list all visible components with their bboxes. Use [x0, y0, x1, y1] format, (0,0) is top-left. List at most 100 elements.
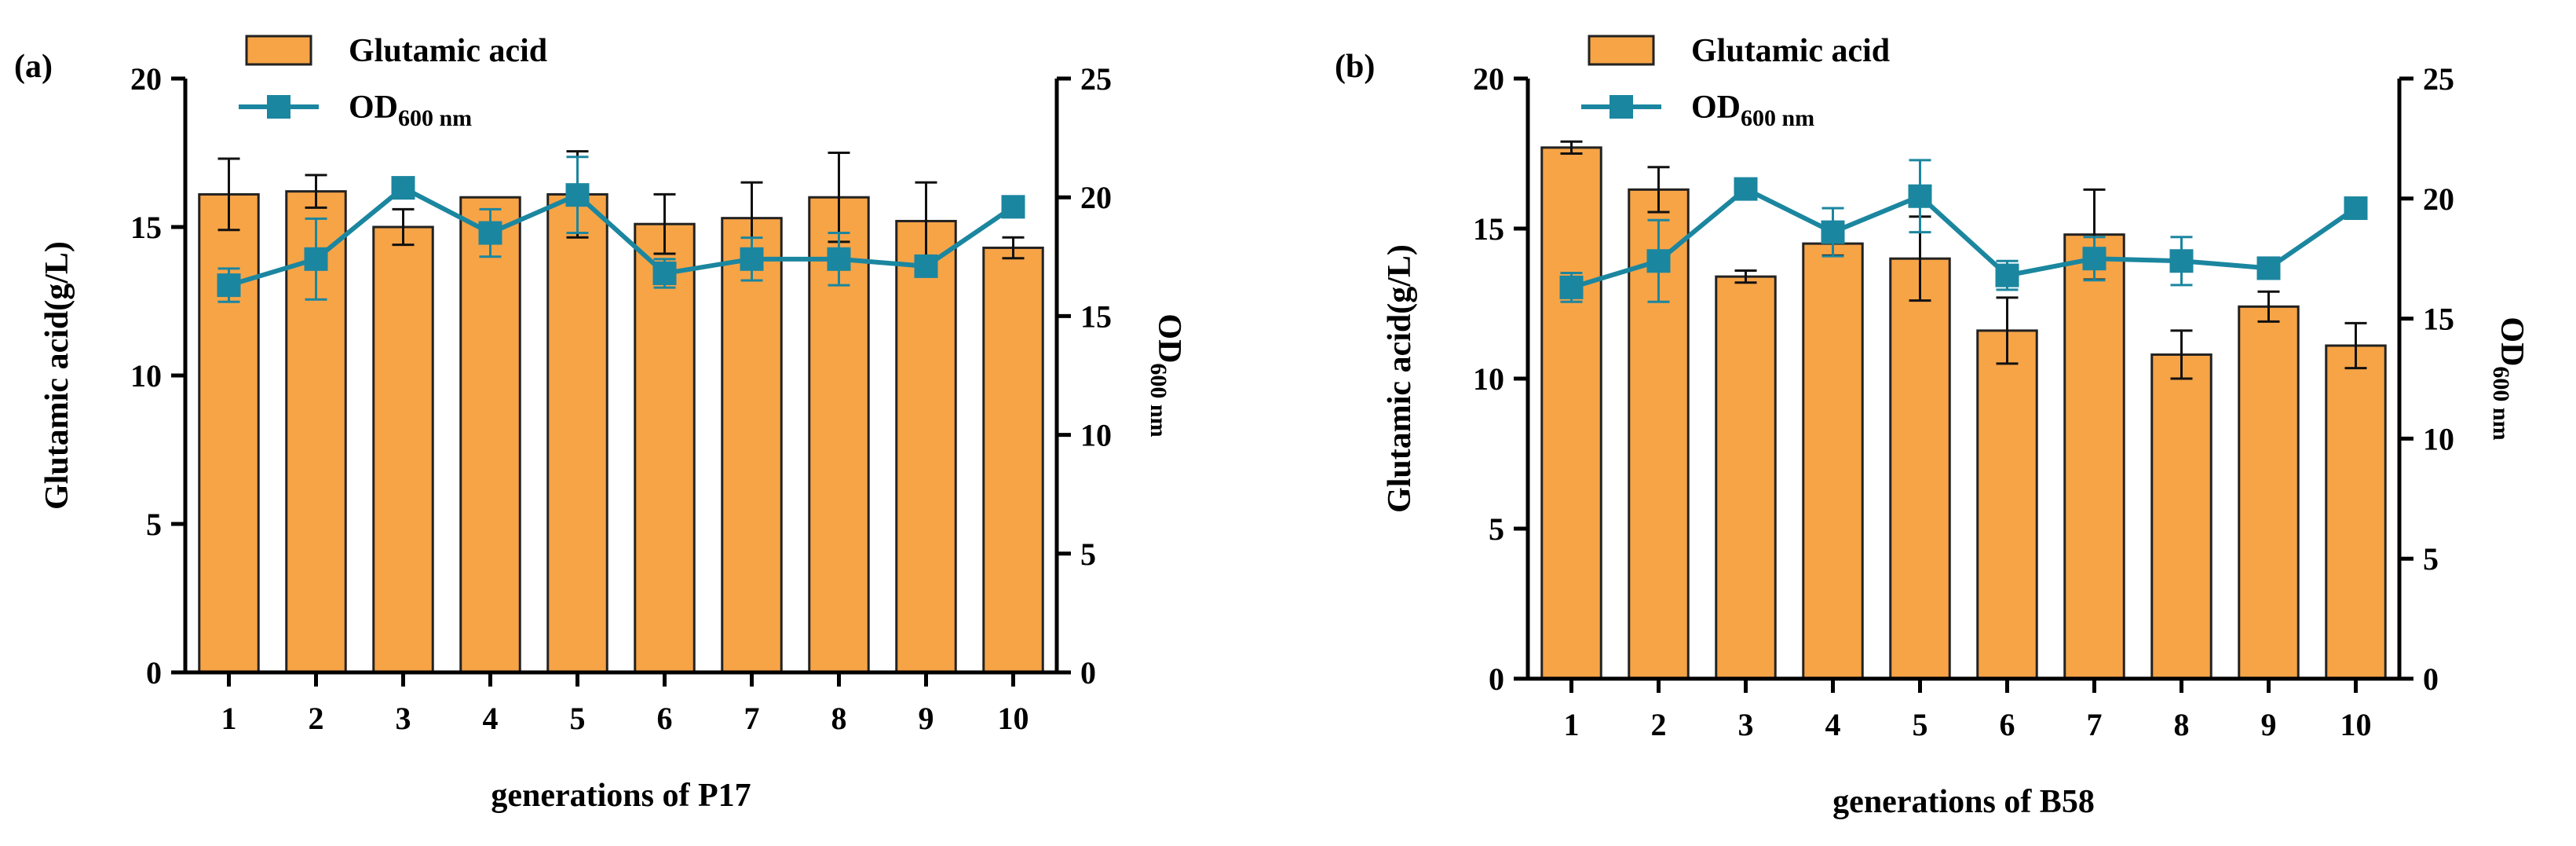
y-left-tick-label: 0 — [1489, 661, 1504, 697]
y-left-tick-label: 5 — [1489, 511, 1504, 547]
y-axis-right-title-sub: 600 nm — [1145, 363, 1171, 437]
od-point-4 — [1821, 220, 1845, 244]
y-left-tick-label: 15 — [130, 210, 162, 245]
y-axis-left-title: Glutamic acid(g/L) — [1382, 244, 1418, 513]
bar-5 — [1889, 257, 1951, 680]
y-right-tick-label: 5 — [2423, 541, 2439, 577]
bar-1 — [198, 192, 260, 674]
od-point-8 — [827, 247, 851, 271]
bar-5 — [546, 192, 608, 674]
y-right-tick-label: 25 — [2423, 61, 2454, 97]
x-tick-label: 3 — [1738, 707, 1754, 742]
legend-line-label: OD600 nm — [1691, 90, 1814, 131]
od-point-9 — [2256, 256, 2281, 280]
od-series-line — [1570, 186, 2358, 290]
y-axis-right-title-main: OD — [1151, 313, 1187, 363]
od-point-2 — [304, 247, 328, 271]
x-tick-label: 10 — [998, 701, 1029, 736]
bar-10 — [2325, 344, 2387, 680]
legend-line-label-sub: 600 nm — [1741, 105, 1814, 131]
x-tick-label: 7 — [2087, 707, 2103, 742]
y-right-tick-label: 0 — [2423, 661, 2439, 697]
bar-7 — [2063, 233, 2125, 680]
bar-9 — [895, 219, 957, 674]
od-point-6 — [1995, 263, 2019, 287]
od-point-7 — [2082, 247, 2106, 271]
legend-line-label-main: OD — [1691, 90, 1741, 126]
y-right-tick-label: 20 — [2423, 181, 2454, 217]
chart-panel-b: (b) 0 5 10 15 20 0 5 10 15 20 25 1 2 3 4 5 6 7 8 9 10 generati… — [1335, 33, 2530, 820]
legend-bar-label: Glutamic acid — [349, 33, 547, 69]
y-left-tick-label: 10 — [130, 358, 162, 394]
y-left-tick-label: 20 — [130, 61, 162, 97]
bar-4 — [1802, 242, 1864, 680]
legend-line-marker — [1610, 95, 1633, 119]
od-point-1 — [217, 273, 241, 298]
bar-4 — [459, 196, 521, 674]
panel-label: (a) — [14, 49, 53, 85]
x-tick-label: 6 — [2000, 707, 2015, 742]
bar-10 — [982, 246, 1044, 674]
chart-panel-a: (a) 0 5 10 15 20 0 5 10 15 20 25 1 2 3 4 5 6 7 8 9 10 generati… — [14, 33, 1187, 814]
panel-label: (b) — [1335, 49, 1375, 85]
y-left-tick-label: 5 — [146, 507, 162, 542]
x-tick-label: 8 — [2174, 707, 2190, 742]
od-point-1 — [1559, 275, 1584, 299]
od-series-line — [228, 185, 1015, 287]
od-point-5 — [1908, 184, 1932, 208]
y-left-tick-label: 0 — [146, 655, 162, 690]
x-tick-label: 5 — [1913, 707, 1928, 742]
bar-1 — [1540, 146, 1602, 680]
x-tick-label: 4 — [1825, 707, 1841, 742]
x-tick-label: 1 — [1564, 707, 1580, 742]
y-right-tick-label: 5 — [1080, 537, 1096, 572]
legend-line-marker — [267, 95, 290, 119]
legend-bar-swatch — [245, 35, 312, 66]
od-point-3 — [391, 176, 415, 200]
od-point-10 — [1001, 195, 1025, 219]
bar-7 — [721, 217, 783, 674]
y-left-tick-label: 15 — [1473, 211, 1504, 247]
x-tick-label: 9 — [919, 701, 934, 736]
bar-8 — [2150, 353, 2212, 680]
x-axis-title: generations of P17 — [491, 778, 751, 814]
y-axis-right-title-main: OD — [2494, 317, 2530, 366]
bar-3 — [372, 225, 434, 674]
x-tick-label: 9 — [2261, 707, 2277, 742]
x-tick-label: 2 — [1651, 707, 1667, 742]
od-point-6 — [652, 261, 677, 285]
y-right-tick-label: 10 — [2423, 421, 2454, 456]
bar-6 — [634, 222, 696, 674]
od-point-9 — [914, 254, 938, 278]
bar-6 — [1976, 329, 2038, 680]
x-tick-label: 4 — [483, 701, 499, 736]
y-right-tick-label: 20 — [1080, 180, 1112, 215]
x-axis-title: generations of B58 — [1832, 784, 2095, 820]
y-axis-right-title: OD600 nm — [2488, 317, 2530, 440]
od-point-2 — [1646, 249, 1671, 273]
y-axis-left-title: Glutamic acid(g/L) — [39, 241, 75, 510]
y-right-tick-label: 15 — [1080, 298, 1112, 334]
od-point-7 — [740, 247, 764, 271]
bar-9 — [2238, 305, 2300, 680]
legend-line-label-main: OD — [349, 90, 398, 126]
bar-3 — [1715, 275, 1777, 680]
od-point-5 — [565, 183, 590, 207]
x-tick-label: 10 — [2340, 707, 2372, 742]
x-tick-label: 3 — [396, 701, 411, 736]
x-tick-label: 5 — [570, 701, 586, 736]
y-right-tick-label: 10 — [1080, 418, 1112, 453]
od-point-3 — [1734, 177, 1758, 201]
legend-bar-label: Glutamic acid — [1691, 33, 1890, 69]
od-point-4 — [478, 221, 502, 245]
legend-bar-swatch — [1588, 35, 1655, 66]
x-tick-label: 8 — [831, 701, 847, 736]
y-left-tick-label: 20 — [1473, 61, 1504, 97]
y-right-tick-label: 15 — [2423, 302, 2454, 337]
x-tick-label: 2 — [309, 701, 324, 736]
x-tick-label: 1 — [221, 701, 237, 736]
od-point-10 — [2344, 196, 2368, 221]
y-axis-right-title: OD600 nm — [1145, 313, 1187, 437]
legend-line-label-sub: 600 nm — [398, 105, 472, 131]
